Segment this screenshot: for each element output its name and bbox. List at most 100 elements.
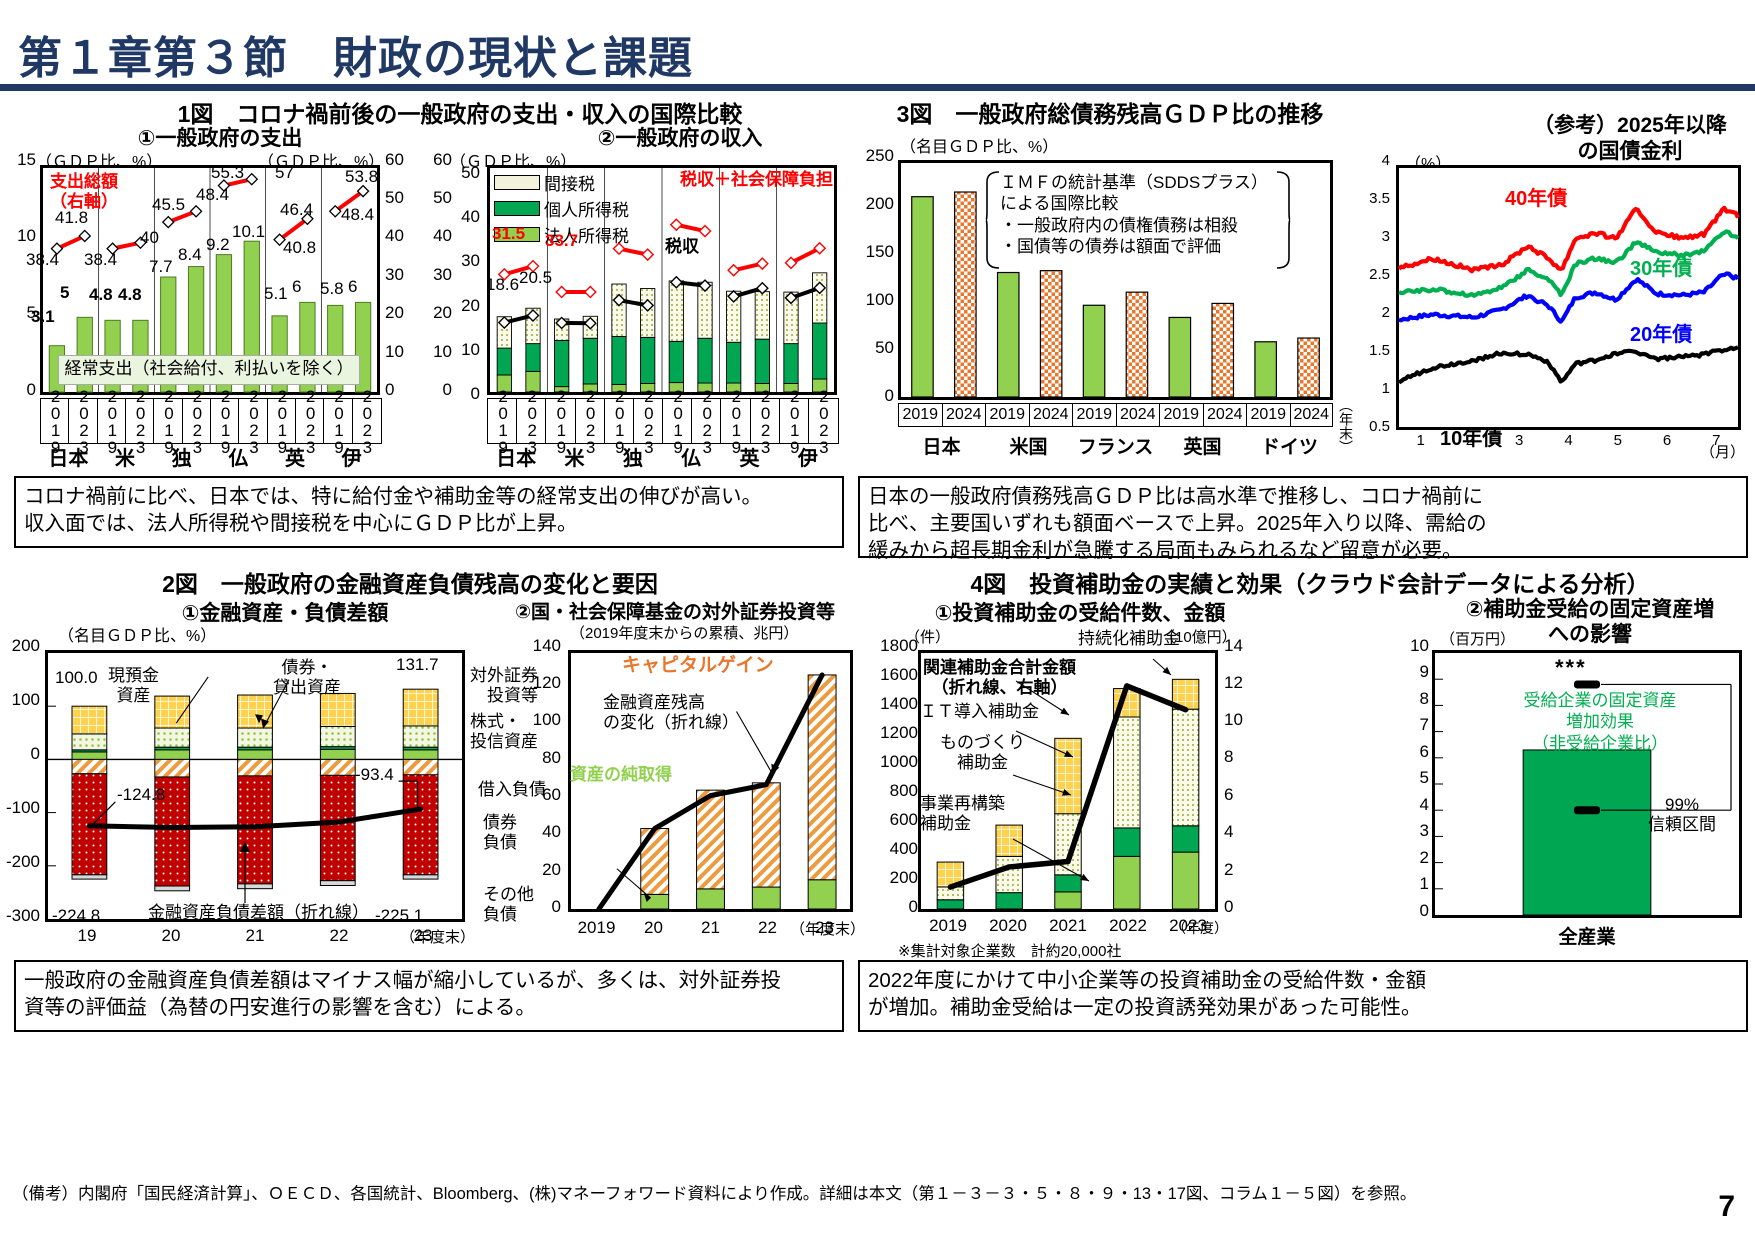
fig4-p1-x-tick: 2021 <box>1049 916 1087 935</box>
fig1-p1-bar-label-11: 6 <box>348 277 358 296</box>
fig1-p2-legend: 間接税 個人所得税 法人所得税 <box>494 170 629 247</box>
fig1-p1-bar-label-4: 7.7 <box>149 257 173 276</box>
x-tick-label: 2019 <box>668 387 688 455</box>
x-tick-label: 2023 <box>814 387 834 455</box>
fig4-p1-x-tick: 2019 <box>929 916 967 935</box>
fig3-callout: ＩＭＦの統計基準（SDDSプラス） による国際比較 ・一般政府内の債権債務は相殺 ・国… <box>1000 173 1268 256</box>
fig4-p1-xaxis-unit: （年度） <box>1172 920 1228 936</box>
fig3-x-tick: 2019 <box>898 403 942 427</box>
ref-series-label-30y: 30年債 <box>1630 258 1693 280</box>
fig4-title: 4図 投資補助金の実績と効果（クラウド会計データによる分析） <box>970 571 1650 597</box>
fig4-p1-legend-line: 関連補助金合計金額 （折れ線、右軸） <box>923 658 1076 698</box>
fig2-note: 一般政府の金融資産負債差額はマイナス幅が縮小しているが、多くは、対外証券投 資等の… <box>14 960 844 1032</box>
fig4-p1-x-tick: 2022 <box>1109 916 1147 935</box>
ref-xaxis: 1 2 3 4 5 6 7 <box>1396 432 1741 454</box>
fig4-p1-unit-right: （10億円） <box>1160 629 1237 646</box>
x-tick: 2023 <box>516 387 547 455</box>
x-tick: 2019 <box>153 387 183 455</box>
fig3-title: 3図 一般政府総債務残高ＧＤＰ比の推移 <box>896 101 1324 127</box>
legend-swatch-corporate-tax <box>494 227 540 242</box>
x-tick: 2019 <box>323 387 353 455</box>
fig4-p2-xcat: 全産業 <box>1558 927 1616 948</box>
x-tick: 2023 <box>181 387 211 455</box>
fig3-xaxis: 2019 2024 2019 2024 2019 2024 2019 2024 2019 2024 <box>898 403 1333 429</box>
x-tick-label: 2019 <box>610 387 630 455</box>
x-tick-label: 2019 <box>329 387 349 455</box>
fig2-p2-x-tick: 20 <box>644 918 663 937</box>
fig4-p1-legend-it: ＩＴ導入補助金 <box>920 702 1039 721</box>
fig2-p1-top-label-0: 100.0 <box>55 668 98 687</box>
ref-x-tick: 5 <box>1613 432 1622 449</box>
fig2-p1-right-label-0: 対外証券 投資等 <box>470 666 538 705</box>
ref-x-tick: 4 <box>1564 432 1573 449</box>
fig2-p2-x-tick: 22 <box>758 918 777 937</box>
fig1-p1-line-label-7: 57 <box>275 163 294 182</box>
x-tick: 2023 <box>691 387 722 455</box>
ref-x-tick: 7 <box>1712 432 1721 449</box>
fig1-p1-bar-label-10: 5.8 <box>320 279 344 298</box>
fig1-title: 1図 コロナ禍前後の一般政府の支出・収入の国際比較 <box>177 101 743 127</box>
page-number: 7 <box>1718 1190 1735 1223</box>
x-tick-label: 2019 <box>726 387 746 455</box>
fig4-p1-x-tick: 2020 <box>989 916 1027 935</box>
fig2-p1-xaxis-unit: （年度末） <box>400 929 476 946</box>
fig2-p1-subtitle: ①金融資産・負債差額 <box>181 602 389 625</box>
fig4-p1-yaxis-right: 14 12 10 8 6 4 2 0 <box>1224 636 1243 916</box>
x-tick-label: 2023 <box>244 387 264 455</box>
fig1-p2-black-legend: 税収 <box>665 237 699 256</box>
fig2-p2-x-tick: 2019 <box>577 918 616 937</box>
x-tick-label: 2019 <box>102 387 122 455</box>
fig1-p1-line-label-6: 55.3 <box>211 163 245 182</box>
fig2-p2-yaxis: 140 120 100 80 60 40 20 0 <box>532 636 561 916</box>
fig3-xaxis-unit: （年末） <box>1338 398 1354 454</box>
x-tick: 2019 <box>662 387 693 455</box>
fig4-p1-legend-saikochiku: 事業再構築 補助金 <box>920 794 1005 834</box>
ref-x-tick: 6 <box>1662 432 1672 449</box>
ref-x-tick: 1 <box>1416 432 1425 449</box>
country-label: 独 <box>622 448 643 470</box>
x-tick-label: 2019 <box>46 387 66 455</box>
fig2-p2-xaxis: 2019 20 21 22 23 <box>568 918 853 942</box>
x-tick: 2019 <box>720 387 751 455</box>
fig1-p2-taxsoc-label-1: 33.7 <box>545 231 579 250</box>
fig1-p1-yaxis-left: 15 10 5 0 <box>17 150 36 399</box>
fig2-p1-yaxis: 200 100 0 -100 -200 -300 <box>5 636 40 925</box>
fig3-x-tick: 2019 <box>985 403 1029 427</box>
fig1-note: コロナ禍前に比べ、日本では、特に給付金や補助金等の経常支出の伸びが高い。 収入面で… <box>14 476 844 548</box>
fig2-p1-unit: （名目ＧＤＰ比、%） <box>58 628 217 645</box>
fig1-p1-line-label-4: 45.5 <box>152 195 186 214</box>
fig1-p1-line-label-3: 40 <box>140 228 159 247</box>
fig3-plot <box>898 160 1333 400</box>
fig3-x-tick: 2019 <box>1072 403 1116 427</box>
x-tick-label: 2023 <box>697 387 717 455</box>
fig4-p1-yaxis-left: 1800 1600 1400 1200 1000 800 600 400 200… <box>880 636 918 916</box>
fig2-p1-x-tick: 19 <box>77 926 97 945</box>
fig2-panel2-plot <box>568 650 853 912</box>
fig1-p1-red-legend: 支出総額 （右軸） <box>50 172 118 211</box>
fig3-x-tick: 2024 <box>1115 403 1159 427</box>
fig4-panel2-plot <box>1432 650 1742 918</box>
x-tick-label: 2023 <box>357 387 377 455</box>
country-label: 米 <box>564 448 585 470</box>
fig4-p1-legend-jizoku: 持続化補助金 <box>1078 629 1180 648</box>
x-tick: 2023 <box>351 387 382 455</box>
fig1-p1-line-label-2: 38.4 <box>84 250 118 269</box>
x-tick: 2019 <box>603 387 634 455</box>
country-label: 仏 <box>228 448 249 470</box>
x-tick: 2023 <box>68 387 98 455</box>
ref-xaxis-unit: （月） <box>1700 444 1746 461</box>
x-tick: 2019 <box>778 387 809 455</box>
country-label: 米 <box>114 448 135 470</box>
fig4-note: 2022年度にかけて中小企業等の投資補助金の受給件数・金額 が増加。補助金受給は一… <box>858 960 1748 1032</box>
fig3-x-tick: 2019 <box>1159 403 1203 427</box>
legend-swatch-indirect-tax <box>494 175 540 190</box>
fig2-p1-ann-cash: 現預金 資産 <box>108 666 159 705</box>
country-label: 独 <box>171 448 192 470</box>
fig1-p1-bar-label-1: 5 <box>60 283 70 302</box>
fig3-x-tick: 2024 <box>1028 403 1072 427</box>
page-title: 第１章第３節 財政の現状と課題 <box>18 34 693 83</box>
fig1-p2-xaxis: 2019 2023 2019 2023 2019 2023 2019 2023 2019 2023… <box>487 387 839 455</box>
fig2-p1-line-label-0: -124.8 <box>117 785 166 804</box>
x-tick: 2019 <box>40 387 70 455</box>
x-tick: 2023 <box>574 387 605 455</box>
